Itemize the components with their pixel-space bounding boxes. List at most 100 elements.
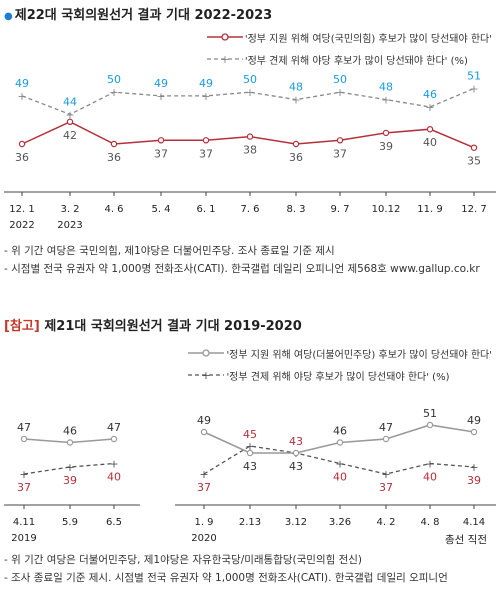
series-point-ruling (202, 137, 210, 144)
series-point-ruling (246, 449, 254, 457)
x-tick-label: 12. 1 (9, 204, 34, 215)
chart1-legend-label-opposition: '정부 견제 위해 야당 후보가 많이 당선돼야 한다' (%) (244, 55, 468, 67)
legend-line-dashed-icon: + (206, 53, 243, 65)
data-label-opposition: 40 (107, 471, 121, 484)
series-point-ruling (18, 140, 26, 148)
series-point-ruling (382, 129, 390, 137)
x-tick-label: 4.11 (13, 517, 35, 528)
chart2-note-2: - 조사 종료일 기준 제시. 시점별 전국 유권자 약 1,000명 전화조사… (4, 572, 448, 584)
series-point-ruling (246, 133, 254, 140)
series-point-ruling (470, 428, 478, 436)
series-marker-opposition: + (65, 461, 74, 474)
data-label-opposition: 49 (15, 77, 29, 90)
data-label-ruling: 39 (379, 140, 393, 153)
series-marker-opposition: + (65, 108, 74, 121)
data-label-opposition: 48 (289, 81, 303, 94)
data-label-ruling: 37 (333, 147, 347, 160)
data-label-opposition: 39 (467, 474, 481, 487)
data-label-opposition: 50 (333, 73, 347, 86)
x-tick-label: 1. 9 (194, 517, 213, 528)
data-label-opposition: 48 (379, 81, 393, 94)
x-tick-label: 2.13 (239, 517, 261, 528)
year-label: 2023 (57, 220, 82, 231)
data-label-ruling: 51 (423, 407, 437, 420)
chart1-note-2: - 시점별 전국 유권자 약 1,000명 전화조사(CATI). 한국갤럽 데… (4, 263, 480, 275)
chart2-legend-label-opposition: '정부 견제 위해 야당 후보가 많이 당선돼야 한다' (%) (226, 371, 450, 383)
data-label-ruling: 37 (154, 147, 168, 160)
data-label-ruling: 47 (107, 421, 121, 434)
data-label-ruling: 36 (289, 151, 303, 164)
series-marker-opposition: + (469, 461, 478, 474)
chart1-title-text: 제22대 국회의원선거 결과 기대 2022-2023 (14, 8, 273, 23)
data-label-ruling: 43 (289, 460, 303, 473)
chart1-legend-label-ruling: '정부 지원 위해 여당(국민의힘) 후보가 많이 당선돼야 한다' (244, 33, 492, 45)
series-point-ruling (382, 435, 390, 443)
x-tick-label: 3.26 (329, 517, 351, 528)
data-label-ruling: 47 (17, 421, 31, 434)
data-label-ruling: 49 (197, 414, 211, 427)
series-marker-opposition: + (245, 440, 254, 453)
year-label: 2020 (191, 533, 216, 544)
data-label-opposition: 44 (63, 95, 77, 108)
chart2-legend: '정부 지원 위해 여당(더불어민주당) 후보가 많이 당선돼야 한다' + '… (186, 342, 492, 386)
series-marker-opposition: + (425, 101, 434, 114)
chart1-legend: '정부 지원 위해 여당(국민의힘) 후보가 많이 당선돼야 한다' + '정부… (205, 26, 492, 70)
series-marker-opposition: + (245, 86, 254, 99)
series-point-ruling (66, 118, 74, 126)
data-label-opposition: 43 (289, 435, 303, 448)
series-marker-opposition: + (335, 458, 344, 471)
series-marker-opposition: + (291, 94, 300, 107)
data-label-opposition: 49 (154, 77, 168, 90)
x-tick-label: 4. 6 (104, 204, 123, 215)
data-label-ruling: 47 (379, 421, 393, 434)
legend-line-solid-icon (188, 349, 225, 357)
chart1-plot: 12. 1 3. 2 4. 6 5. 4 6. 1 7. 6 8. 3 9. 7 10.12 11… (4, 70, 496, 231)
series-marker-opposition: + (109, 86, 118, 99)
series-marker-opposition: + (19, 468, 28, 481)
chart2-title: [참고] 제21대 국회의원선거 결과 기대 2019-2020 (4, 315, 302, 334)
series-point-ruling (66, 439, 74, 446)
data-label-ruling: 40 (423, 136, 437, 149)
data-label-opposition: 50 (243, 73, 257, 86)
x-tick-label: 4. 8 (420, 517, 439, 528)
series-point-ruling (426, 125, 434, 133)
series-marker-opposition: + (469, 83, 478, 96)
data-label-opposition: 39 (63, 474, 77, 487)
data-label-ruling: 46 (63, 425, 77, 438)
year-label: 2022 (9, 220, 34, 231)
series-point-ruling (157, 137, 165, 144)
pre-election-label: 총선 직전 (445, 534, 487, 546)
legend-line-dashed-icon: + (188, 369, 225, 381)
series-line-opposition-segment (203, 445, 475, 475)
data-label-ruling: 49 (467, 414, 481, 427)
x-tick-label: 9. 7 (330, 204, 349, 215)
year-label: 2019 (11, 533, 36, 544)
series-marker-opposition: + (109, 458, 118, 471)
x-tick-label: 10.12 (372, 204, 401, 215)
svg-text:+: + (220, 53, 229, 65)
chart1-note-1: - 위 기간 여당은 국민의힘, 제1야당은 더불어민주당. 조사 종료일 기준… (4, 245, 335, 257)
series-marker-opposition: + (381, 94, 390, 107)
data-label-opposition: 37 (197, 481, 211, 494)
series-point-ruling (470, 144, 478, 151)
chart2-note-1: - 위 기간 여당은 더불어민주당, 제1야당은 자유한국당/미래통합당(국민의… (4, 554, 363, 566)
x-tick-label: 7. 6 (240, 204, 259, 215)
series-line-opposition-segment (23, 462, 115, 475)
x-tick-label: 11. 9 (417, 204, 442, 215)
legend-line-solid-icon (206, 33, 243, 41)
series-marker-opposition: + (17, 90, 26, 103)
data-label-opposition: 37 (17, 481, 31, 494)
series-point-ruling (426, 421, 434, 429)
data-label-ruling: 36 (15, 151, 29, 164)
x-tick-label: 6.5 (106, 517, 122, 528)
series-point-ruling (292, 449, 300, 457)
chart2-legend-item-opposition: + '정부 견제 위해 야당 후보가 많이 당선돼야 한다' (%) (186, 364, 492, 386)
x-tick-label: 5.9 (62, 517, 78, 528)
data-label-opposition: 37 (379, 481, 393, 494)
series-point-ruling (292, 140, 300, 148)
chart2-title-text: 제21대 국회의원선거 결과 기대 2019-2020 (44, 319, 302, 334)
data-label-opposition: 46 (423, 88, 437, 101)
data-label-ruling: 35 (467, 155, 481, 168)
chart2-legend-item-ruling: '정부 지원 위해 여당(더불어민주당) 후보가 많이 당선돼야 한다' (186, 342, 492, 364)
